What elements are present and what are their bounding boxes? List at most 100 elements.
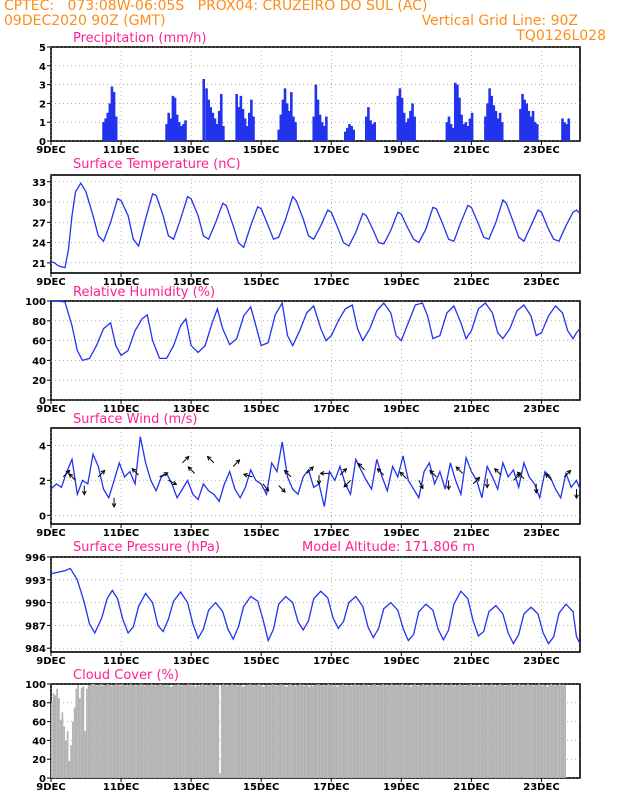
cloud-bar — [220, 684, 223, 778]
precip-bar — [535, 124, 539, 141]
cloud-bar — [448, 684, 451, 778]
cloud-bar — [380, 684, 383, 778]
cloud-bar — [163, 684, 165, 778]
x-tick-label: 13DEC — [173, 656, 209, 667]
precip-bar — [243, 118, 247, 141]
precip-bar — [239, 95, 243, 141]
wind-vector-head — [484, 483, 490, 489]
panel-4: 0 2 4 9DEC 11DEC 13DEC 15DEC 17DEC 19DEC 21DEC 23D… — [36, 412, 581, 539]
cloud-bar — [532, 685, 535, 778]
precip-bar — [529, 116, 533, 141]
cloud-bar — [196, 684, 199, 778]
precip-bar — [458, 97, 461, 141]
x-tick-label: 9DEC — [36, 656, 65, 667]
cloud-bar — [110, 685, 113, 778]
x-tick-label: 19DEC — [383, 404, 419, 415]
wind-vector-head — [429, 469, 434, 475]
cloud-bar — [308, 686, 311, 778]
panel-title: Relative Humidity (%) — [73, 285, 215, 300]
wind-vector — [206, 455, 215, 464]
cloud-bar — [366, 684, 369, 778]
cloud-bar — [375, 684, 377, 778]
x-tick-label: 17DEC — [313, 782, 349, 793]
wind-vector-shaft — [131, 468, 139, 476]
cloud-bar — [238, 684, 241, 778]
cloud-bar — [65, 740, 67, 778]
x-tick-label: 19DEC — [383, 656, 419, 667]
cloud-bar — [333, 685, 335, 778]
cloud-bar — [369, 684, 372, 778]
wind-vector — [484, 478, 490, 489]
cloud-bar — [464, 685, 467, 778]
cloud-bar — [173, 684, 176, 778]
cloud-bar — [283, 685, 286, 778]
header-line-1: CPTEC: 073:08W-06:05S PROX04: CRUZEIRO D… — [4, 0, 428, 14]
wind-vector-head — [264, 486, 270, 492]
cloud-bar — [177, 684, 179, 778]
y-tick-label: 2 — [39, 99, 46, 110]
cloud-bar — [397, 684, 400, 778]
cloud-bar — [199, 684, 202, 778]
cloud-bar — [276, 684, 279, 778]
cloud-bar — [518, 684, 521, 778]
x-tick-label: 23DEC — [523, 277, 559, 288]
cloud-bar — [75, 688, 78, 778]
cloud-bar — [98, 684, 101, 778]
wind-vector-head — [111, 503, 117, 508]
cloud-bar — [345, 685, 348, 778]
cloud-bar — [548, 684, 551, 778]
cloud-bar — [530, 684, 533, 778]
cloud-bar — [494, 685, 496, 778]
cloud-bar — [215, 685, 218, 778]
cloud-bar — [539, 684, 542, 778]
cloud-bar — [424, 684, 426, 778]
cloud-bar — [86, 688, 88, 778]
x-tick-label: 21DEC — [453, 528, 489, 539]
cloud-bar — [485, 685, 488, 778]
cloud-bar — [481, 684, 484, 778]
cloud-bar — [504, 685, 507, 778]
wind-vector-shaft — [418, 480, 424, 489]
wind-vector-head — [68, 473, 74, 478]
y-tick-label: 990 — [25, 599, 46, 610]
cloud-bar — [112, 684, 115, 778]
y-tick-label: 3 — [39, 81, 46, 92]
precip-bar — [110, 86, 114, 141]
x-tick-label: 11DEC — [103, 656, 139, 667]
cloud-bar — [378, 684, 381, 778]
wind-vector-head — [494, 468, 499, 473]
cloud-bar — [138, 684, 141, 778]
x-tick-label: 13DEC — [173, 404, 209, 415]
y-tick-label: 30 — [32, 198, 46, 209]
x-tick-label: 15DEC — [243, 528, 279, 539]
cloud-bar — [320, 684, 323, 778]
cloud-bar — [341, 684, 344, 778]
cloud-bar — [185, 684, 188, 778]
wind-vector — [111, 497, 117, 508]
precip-bar — [402, 112, 406, 141]
precip-bar — [565, 124, 568, 141]
precip-bar — [277, 129, 281, 141]
cloud-bar — [327, 684, 330, 778]
cloud-bar — [149, 684, 151, 778]
precip-bar — [567, 118, 571, 141]
wind-vector-head — [316, 480, 322, 486]
cloud-bar — [394, 684, 397, 778]
wind-vector-shaft — [68, 473, 76, 481]
wind-vector-head — [172, 480, 178, 486]
wind-vector-head — [342, 468, 348, 473]
y-tick-label: 1 — [39, 118, 46, 129]
panel-5: 984 987 990 993 996 9DEC 11DEC 13DEC 15DEC 17DEC 1… — [25, 540, 581, 667]
cloud-bar — [473, 685, 475, 778]
y-tick-label: 0 — [39, 774, 46, 785]
cloud-bar — [159, 684, 162, 778]
cloud-bar — [142, 684, 144, 778]
y-tick-label: 2 — [39, 476, 46, 487]
x-tick-label: 19DEC — [383, 782, 419, 793]
cloud-bar — [275, 685, 277, 778]
cloud-bar — [161, 684, 164, 778]
wind-vector-head — [399, 471, 405, 477]
cloud-bar — [529, 684, 531, 778]
cloud-bar — [383, 684, 386, 778]
cloud-bar — [100, 684, 102, 778]
